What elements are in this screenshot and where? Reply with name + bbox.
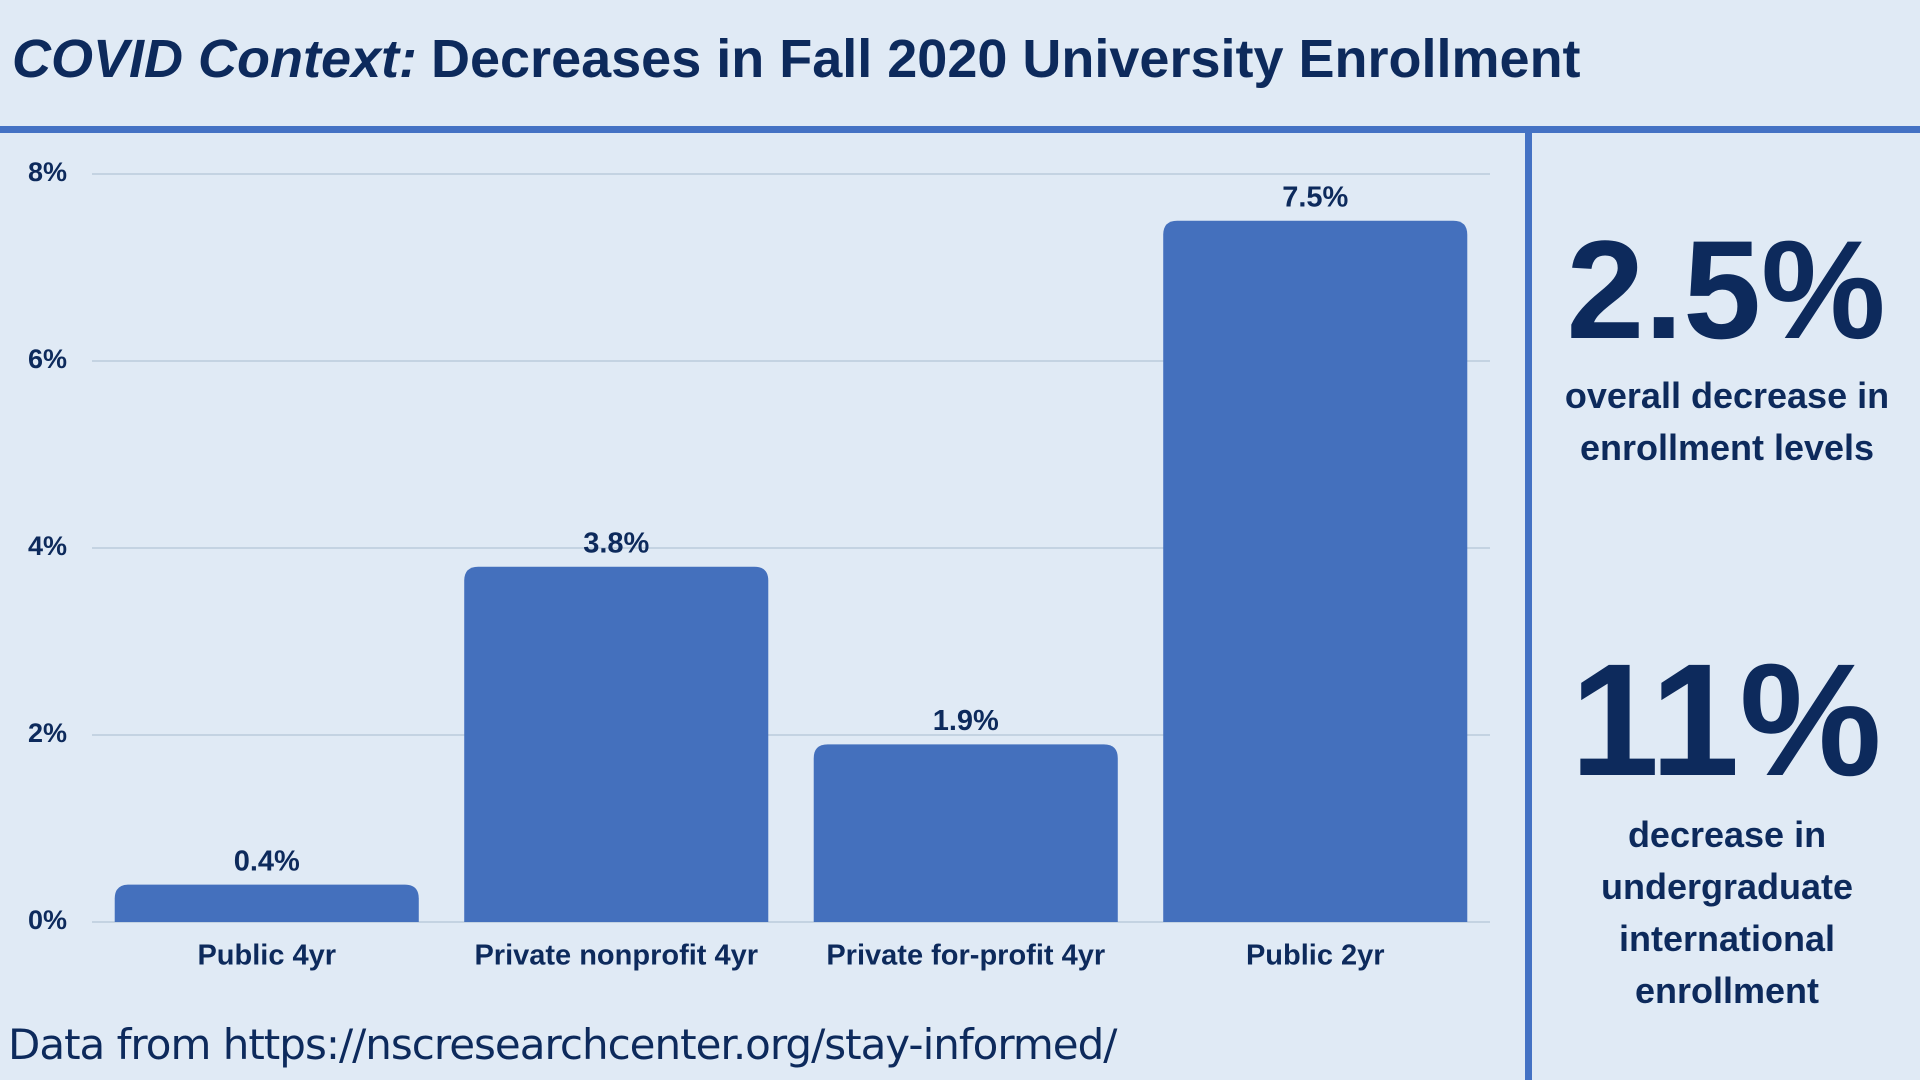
value-label: 1.9% — [933, 705, 999, 737]
bar — [1163, 220, 1468, 922]
bar — [813, 744, 1118, 922]
divider — [0, 126, 1920, 133]
value-label: 0.4% — [234, 845, 300, 877]
y-tick-label: 4% — [28, 531, 67, 561]
x-tick-label: Public 4yr — [197, 940, 336, 972]
stat-label: decrease in undergraduate international … — [1600, 814, 1854, 1011]
value-label: 7.5% — [1282, 181, 1348, 213]
title-text: Decreases in Fall 2020 University Enroll… — [431, 29, 1581, 89]
stat-label: overall decrease in enrollment levels — [1564, 375, 1890, 468]
stat-value: 2.5% — [1566, 211, 1886, 368]
bar — [114, 884, 419, 922]
value-label: 3.8% — [583, 527, 649, 559]
title: COVID Context: Decreases in Fall 2020 Uni… — [12, 28, 1581, 90]
x-tick-label: Private nonprofit 4yr — [474, 940, 758, 972]
x-tick-label: Public 2yr — [1246, 940, 1385, 972]
x-tick-label: Private for-profit 4yr — [826, 940, 1105, 972]
y-tick-label: 6% — [28, 344, 67, 374]
y-tick-label: 8% — [28, 157, 67, 187]
divider — [1525, 133, 1532, 1080]
title-prefix: COVID Context: — [12, 29, 417, 89]
chart: 0% 2% 4% 6% 8% Public 4yr 0.4% Private nonprofi… — [28, 157, 1490, 972]
stat-value: 11% — [1570, 630, 1882, 809]
source-note: Data from https://nscresearchcenter.org/… — [8, 1020, 1117, 1069]
bar — [464, 566, 769, 922]
y-tick-label: 2% — [28, 718, 67, 748]
y-tick-label: 0% — [28, 905, 67, 935]
